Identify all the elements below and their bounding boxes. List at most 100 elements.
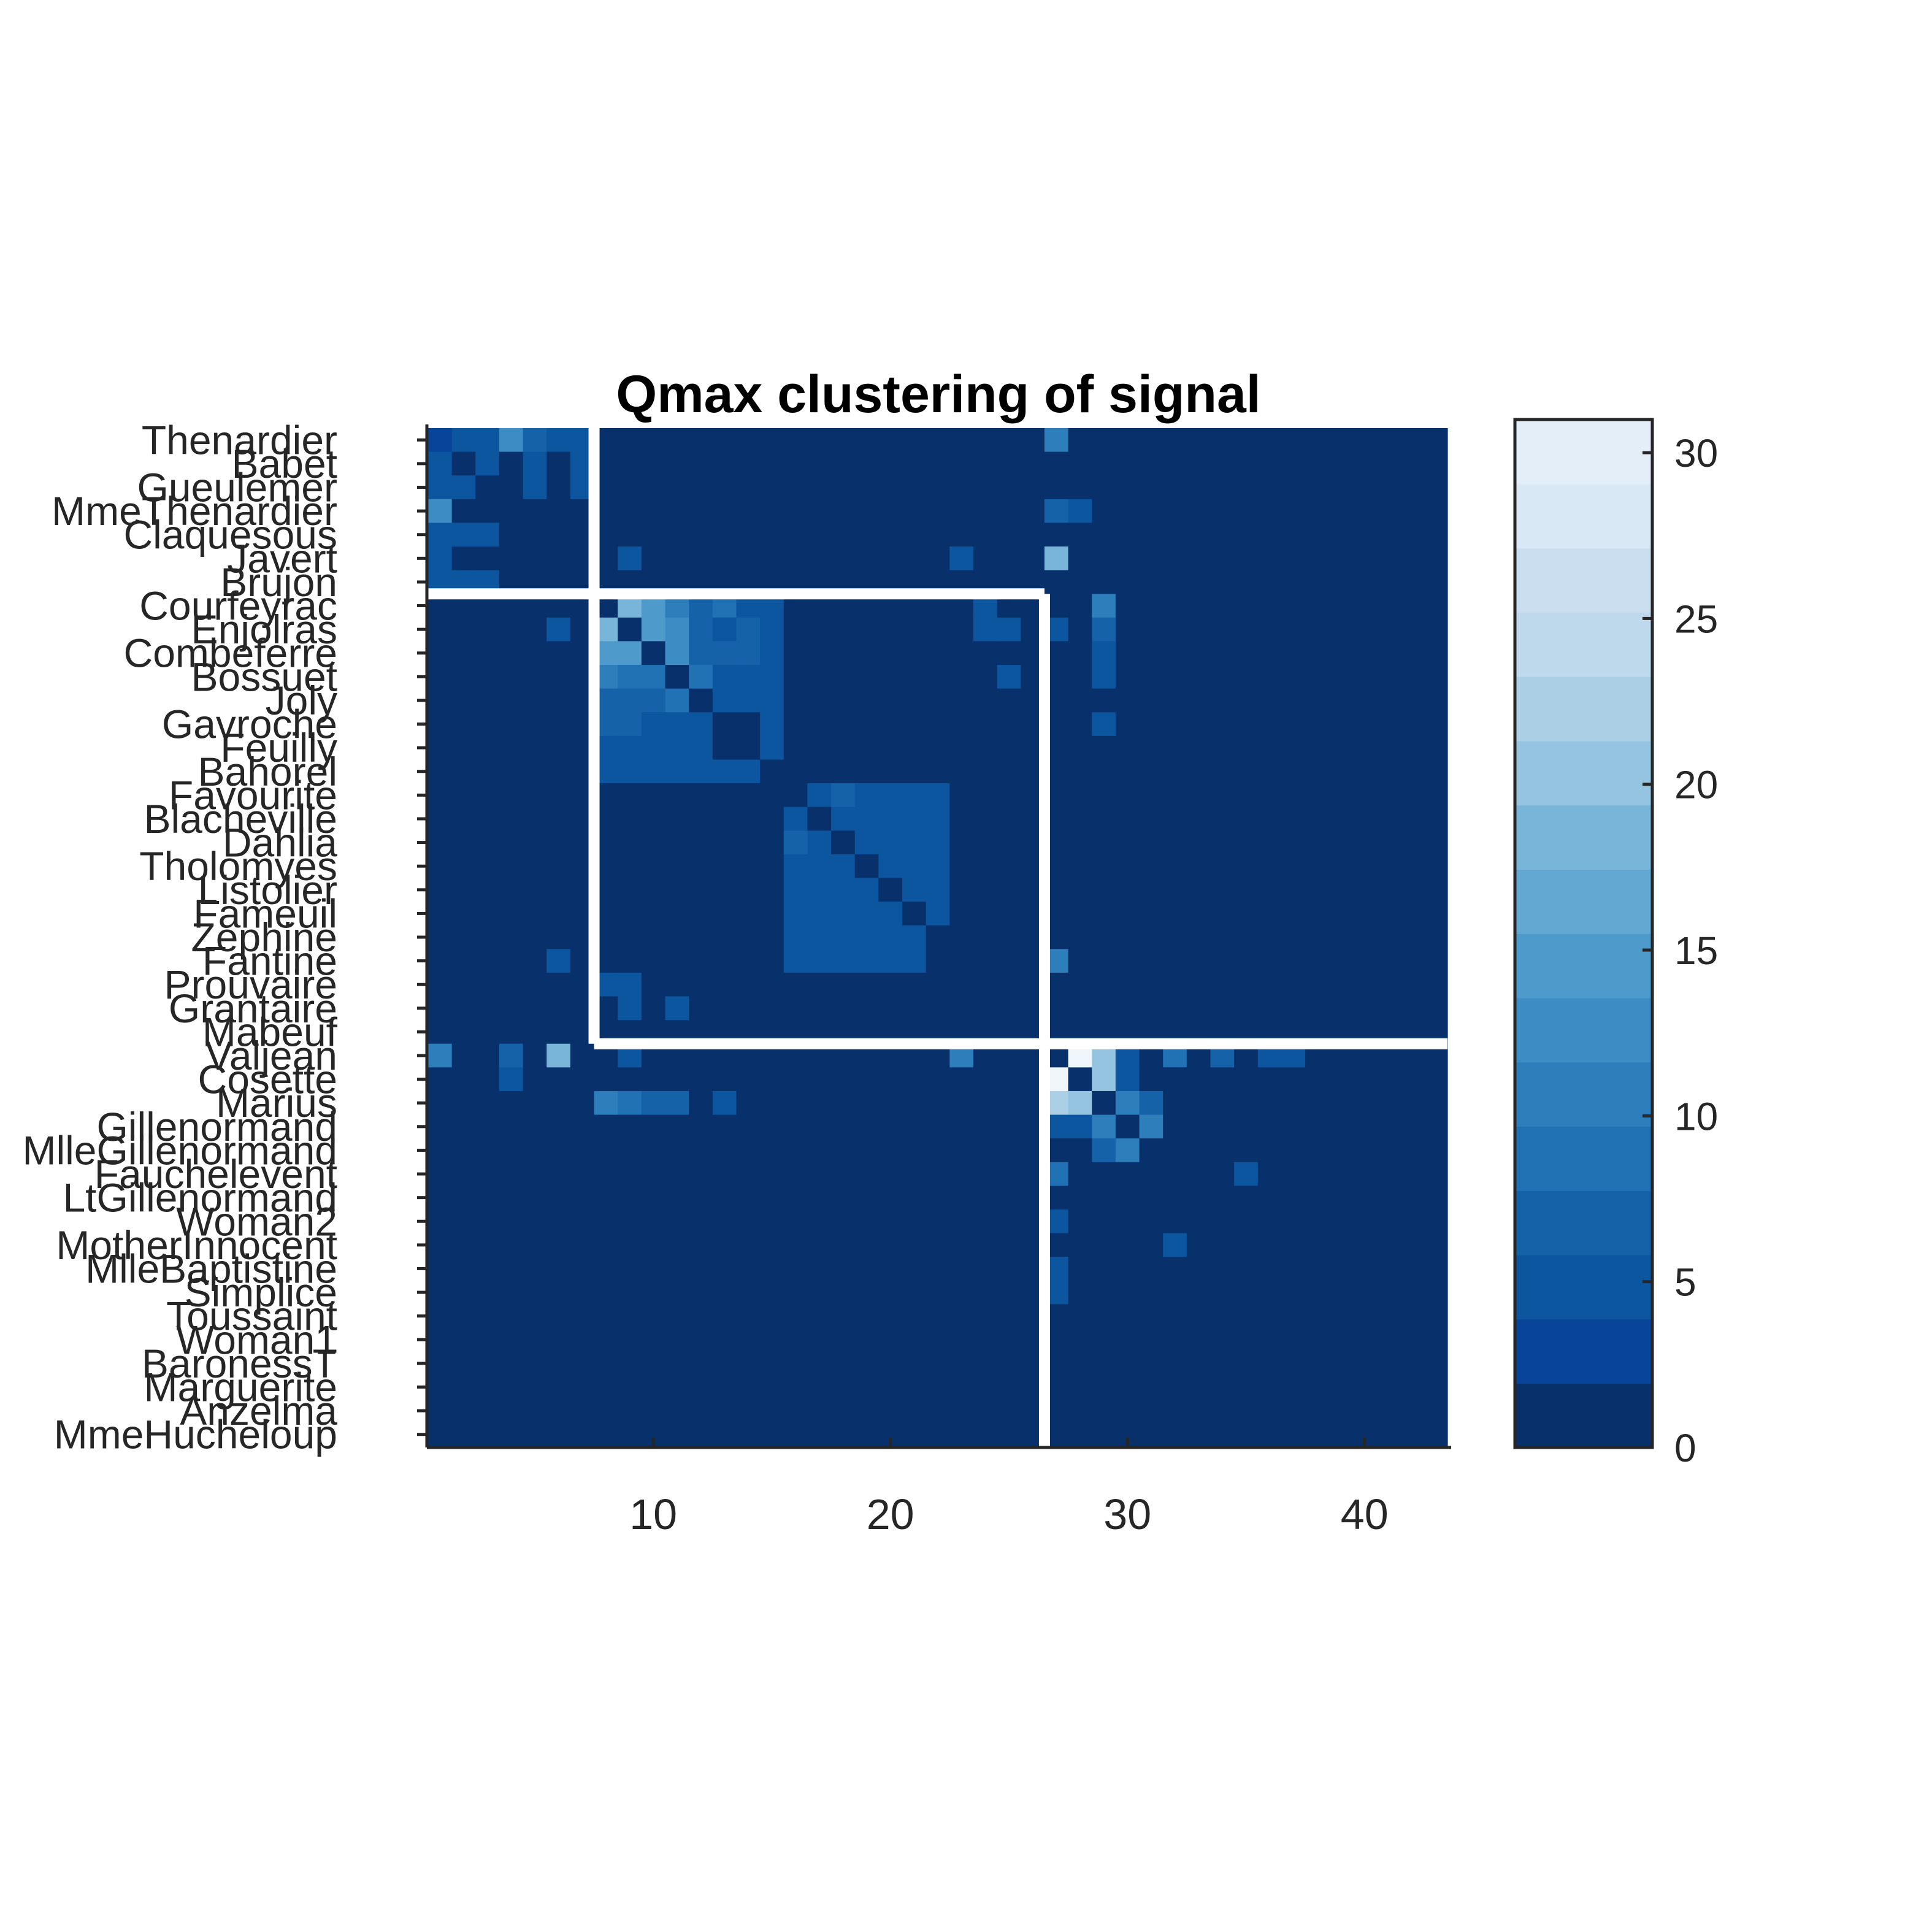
- heatmap-cell: [1400, 617, 1424, 642]
- heatmap-cell: [1068, 1209, 1092, 1234]
- heatmap-cell: [1400, 712, 1424, 737]
- colorbar-band: [1515, 677, 1652, 742]
- heatmap-cell: [546, 1422, 571, 1447]
- heatmap-cell: [760, 1186, 784, 1210]
- heatmap-cell: [997, 925, 1021, 949]
- heatmap-cell: [973, 1304, 998, 1328]
- heatmap-cell: [1139, 712, 1163, 737]
- heatmap-cell: [1305, 1162, 1330, 1186]
- heatmap-cell: [973, 949, 998, 973]
- heatmap-cell: [854, 807, 879, 831]
- heatmap-cell: [428, 925, 453, 949]
- heatmap-cell: [997, 759, 1021, 784]
- heatmap-cell: [475, 854, 500, 879]
- heatmap-cell: [1068, 1138, 1092, 1163]
- heatmap-cell: [546, 641, 571, 665]
- heatmap-cell: [1186, 807, 1211, 831]
- heatmap-cell: [878, 972, 903, 997]
- heatmap-cell: [1328, 1375, 1353, 1400]
- heatmap-cell: [1352, 1138, 1377, 1163]
- heatmap-cell: [997, 546, 1021, 571]
- heatmap-cell: [736, 1280, 761, 1305]
- heatmap-cell: [1234, 1351, 1259, 1376]
- heatmap-cell: [926, 1186, 950, 1210]
- heatmap-cell: [760, 428, 784, 453]
- heatmap-cell: [1257, 878, 1282, 902]
- heatmap-cell: [854, 878, 879, 902]
- heatmap-cell: [760, 1162, 784, 1186]
- heatmap-cell: [475, 1162, 500, 1186]
- heatmap-cell: [428, 1043, 453, 1068]
- heatmap-cell: [1424, 1422, 1448, 1447]
- heatmap-cell: [1376, 1280, 1401, 1305]
- heatmap-cell: [712, 712, 737, 737]
- heatmap-cell: [902, 878, 927, 902]
- heatmap-cell: [1352, 854, 1377, 879]
- heatmap-cell: [1400, 1327, 1424, 1352]
- heatmap-cell: [973, 1398, 998, 1423]
- heatmap-cell: [1352, 665, 1377, 689]
- heatmap-cell: [1328, 1114, 1353, 1139]
- heatmap-cell: [997, 1422, 1021, 1447]
- heatmap-cell: [1257, 617, 1282, 642]
- heatmap-cell: [760, 759, 784, 784]
- heatmap-cell: [807, 688, 832, 713]
- heatmap-cell: [1400, 1280, 1424, 1305]
- heatmap-cell: [1305, 949, 1330, 973]
- heatmap-cell: [1068, 735, 1092, 761]
- heatmap-cell: [736, 475, 761, 500]
- row-label: Joly: [266, 678, 337, 723]
- heatmap-cell: [1257, 759, 1282, 784]
- heatmap-cell: [475, 1304, 500, 1328]
- heatmap-cell: [902, 807, 927, 831]
- heatmap-cell: [1400, 594, 1424, 618]
- heatmap-cell: [760, 665, 784, 689]
- heatmap-cell: [523, 1209, 547, 1234]
- heatmap-cell: [878, 665, 903, 689]
- heatmap-cell: [1352, 641, 1377, 665]
- heatmap-cell: [1115, 475, 1140, 500]
- heatmap-cell: [1234, 1375, 1259, 1400]
- heatmap-cell: [878, 1351, 903, 1376]
- heatmap-cell: [689, 523, 713, 547]
- heatmap-cell: [1234, 617, 1259, 642]
- heatmap-cell: [1163, 996, 1187, 1021]
- heatmap-cell: [1139, 1398, 1163, 1423]
- heatmap-cell: [973, 996, 998, 1021]
- heatmap-cell: [1210, 1375, 1235, 1400]
- heatmap-cell: [1305, 735, 1330, 761]
- heatmap-cell: [783, 1351, 808, 1376]
- heatmap-cell: [854, 854, 879, 879]
- heatmap-cell: [1281, 735, 1306, 761]
- heatmap-cell: [689, 1422, 713, 1447]
- heatmap-cell: [854, 1186, 879, 1210]
- heatmap-cell: [451, 665, 476, 689]
- row-label: Woman2: [176, 1198, 337, 1244]
- heatmap-cell: [1352, 428, 1377, 453]
- heatmap-cell: [570, 1114, 595, 1139]
- colorbar-band: [1515, 997, 1652, 1063]
- heatmap-cell: [854, 1398, 879, 1423]
- heatmap-cell: [712, 523, 737, 547]
- heatmap-cell: [428, 712, 453, 737]
- heatmap-cell: [783, 759, 808, 784]
- heatmap-cell: [736, 1233, 761, 1257]
- heatmap-cell: [546, 688, 571, 713]
- heatmap-cell: [1234, 475, 1259, 500]
- heatmap-cell: [1139, 1162, 1163, 1186]
- heatmap-cell: [1400, 925, 1424, 949]
- heatmap-cell: [499, 523, 524, 547]
- heatmap-cell: [1139, 1233, 1163, 1257]
- heatmap-cell: [546, 1067, 571, 1092]
- heatmap-cell: [854, 475, 879, 500]
- heatmap-cell: [736, 451, 761, 476]
- heatmap-cell: [1328, 641, 1353, 665]
- heatmap-cell: [997, 641, 1021, 665]
- heatmap-cell: [1257, 665, 1282, 689]
- heatmap-cell: [1400, 1067, 1424, 1092]
- heatmap-cell: [973, 925, 998, 949]
- heatmap-cell: [428, 1257, 453, 1281]
- heatmap-cell: [546, 949, 571, 973]
- heatmap-cell: [689, 1375, 713, 1400]
- heatmap-cell: [428, 1091, 453, 1116]
